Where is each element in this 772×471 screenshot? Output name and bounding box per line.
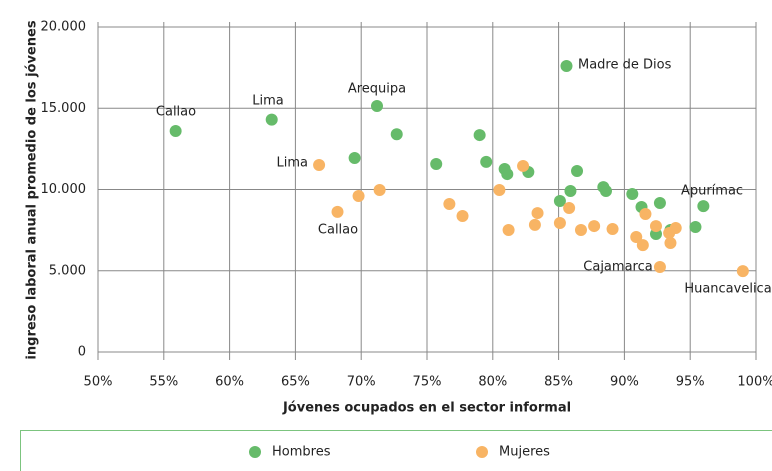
point	[697, 200, 710, 213]
point	[639, 208, 652, 221]
y-tick-label: 0	[78, 345, 86, 360]
point	[313, 158, 326, 171]
annotation: Callao	[156, 105, 196, 120]
point	[669, 222, 682, 235]
point	[653, 196, 666, 209]
point	[265, 113, 278, 126]
point	[331, 205, 344, 218]
x-tick-label: 65%	[281, 375, 310, 390]
annotation: Callao	[318, 223, 358, 238]
annotation: Lima	[252, 94, 283, 109]
legend-label: Hombres	[272, 445, 331, 460]
point	[443, 197, 456, 210]
legend-label: Mujeres	[499, 445, 550, 460]
point	[599, 184, 612, 197]
x-tick-label: 95%	[676, 375, 705, 390]
point	[689, 221, 702, 234]
annotation: Cajamarca	[583, 260, 652, 275]
point	[606, 222, 619, 235]
x-tick-label: 55%	[149, 375, 178, 390]
point	[373, 183, 386, 196]
y-tick-label: 15.000	[41, 101, 87, 116]
x-tick-label: 90%	[610, 375, 639, 390]
point	[370, 99, 383, 112]
point	[456, 209, 469, 222]
point	[501, 168, 514, 181]
point	[553, 195, 566, 208]
point	[473, 129, 486, 142]
point	[528, 218, 541, 231]
point	[630, 230, 643, 243]
point	[517, 159, 530, 172]
point	[502, 223, 515, 236]
point	[588, 220, 601, 233]
y-tick-label: 5.000	[49, 263, 86, 278]
legend-box	[20, 430, 772, 471]
annotation: Lima	[277, 156, 308, 171]
point	[430, 157, 443, 170]
x-tick-label: 50%	[84, 375, 113, 390]
point	[531, 207, 544, 220]
y-tick-label: 10.000	[41, 182, 87, 197]
point	[636, 239, 649, 252]
x-axis-title: Jóvenes ocupados en el sector informal	[282, 401, 571, 416]
x-tick-label: 80%	[478, 375, 507, 390]
point	[564, 184, 577, 197]
point	[352, 190, 365, 202]
annotation: Huancavelica	[684, 282, 771, 297]
point	[736, 265, 749, 278]
point	[390, 128, 403, 141]
legend-marker	[249, 446, 261, 458]
point	[574, 223, 587, 236]
y-tick-label: 20.000	[41, 20, 87, 35]
annotation: Madre de Dios	[578, 58, 672, 73]
legend-marker	[476, 446, 488, 458]
point	[480, 155, 493, 168]
point	[169, 125, 182, 137]
point	[563, 202, 576, 215]
point	[626, 188, 639, 201]
x-tick-label: 75%	[413, 375, 442, 390]
x-tick-label: 100%	[737, 375, 772, 390]
point	[571, 164, 584, 177]
x-tick-label: 85%	[544, 375, 573, 390]
y-axis-title: ingreso laboral anual promedio de los jó…	[25, 20, 40, 359]
annotation: Arequipa	[348, 82, 406, 97]
point	[560, 60, 573, 72]
point	[493, 183, 506, 196]
point	[348, 151, 361, 164]
x-tick-label: 70%	[347, 375, 376, 390]
point	[553, 216, 566, 229]
annotation: Apurímac	[681, 184, 743, 199]
point	[649, 220, 662, 233]
point	[664, 236, 677, 249]
x-tick-label: 60%	[215, 375, 244, 390]
point	[653, 261, 666, 274]
